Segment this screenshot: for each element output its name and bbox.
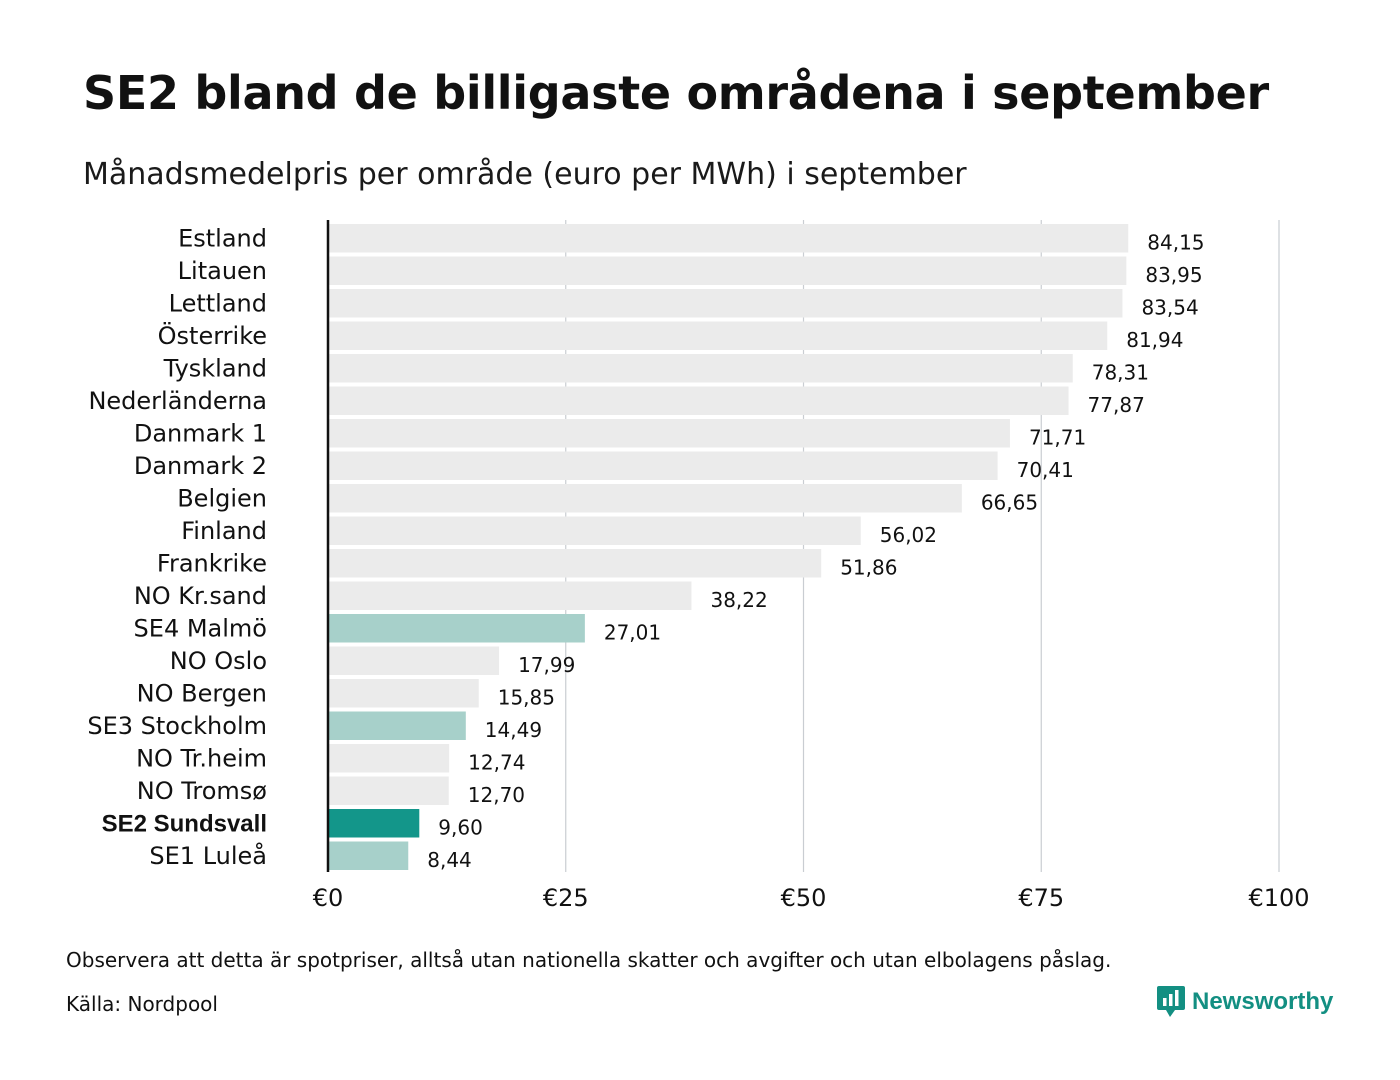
category-label: NO Kr.sand: [134, 582, 267, 610]
category-label: Nederländerna: [88, 387, 267, 415]
value-label: 83,54: [1141, 295, 1198, 319]
x-tick-label: €25: [543, 884, 589, 912]
category-label: SE4 Malmö: [134, 614, 267, 642]
value-label: 77,87: [1088, 393, 1145, 417]
bar: [328, 679, 479, 708]
category-label: Österrike: [158, 321, 267, 350]
value-label: 9,60: [438, 815, 483, 839]
category-label: NO Oslo: [170, 647, 267, 675]
x-tick-label: €75: [1018, 884, 1064, 912]
value-label: 27,01: [604, 620, 661, 644]
chart-subtitle: Månadsmedelpris per område (euro per MWh…: [83, 157, 967, 192]
category-label: SE2 Sundsvall: [102, 810, 267, 837]
value-label: 14,49: [485, 718, 542, 742]
bar: [328, 711, 466, 740]
category-label: Tyskland: [163, 354, 267, 382]
bar: [328, 549, 822, 578]
bar: [328, 354, 1073, 383]
x-tick-label: €50: [781, 884, 827, 912]
category-label: NO Tromsø: [137, 777, 267, 805]
source-note: Källa: Nordpool: [66, 992, 218, 1016]
brand-name: Newsworthy: [1192, 988, 1334, 1015]
value-label: 83,95: [1145, 263, 1202, 287]
value-label: 8,44: [427, 848, 472, 872]
category-label: Finland: [181, 517, 267, 545]
value-label: 15,85: [498, 685, 555, 709]
value-label: 84,15: [1147, 230, 1204, 254]
category-label: Belgien: [177, 484, 267, 512]
value-label: 81,94: [1126, 328, 1183, 352]
value-label: 38,22: [710, 588, 767, 612]
footnote: Observera att detta är spotpriser, allts…: [66, 948, 1112, 972]
bar: [328, 841, 409, 870]
chart-title: SE2 bland de billigaste områdena i septe…: [83, 66, 1269, 120]
brand-logo: Newsworthy: [1156, 984, 1333, 1020]
bar: [328, 419, 1010, 448]
category-label: Danmark 2: [134, 452, 267, 480]
bar: [328, 776, 449, 805]
value-label: 12,70: [468, 783, 525, 807]
category-label: Frankrike: [157, 549, 267, 577]
category-label: SE1 Luleå: [149, 841, 267, 870]
x-axis-ticks: €0 €25 €50 €75 €100: [313, 220, 1310, 912]
value-label: 70,41: [1017, 458, 1074, 482]
bar: [328, 256, 1127, 285]
bar: [328, 809, 420, 838]
category-label: Estland: [178, 224, 267, 252]
value-label: 17,99: [518, 653, 575, 677]
value-label: 78,31: [1092, 360, 1149, 384]
category-label: SE3 Stockholm: [87, 712, 267, 740]
bar: [328, 516, 861, 545]
category-label: NO Bergen: [137, 679, 267, 707]
value-label: 51,86: [840, 555, 897, 579]
labels: Estland 84,15 Litauen 83,95 Lettland 83,54 Öst…: [87, 224, 1204, 872]
bars: [328, 224, 1129, 870]
bar: [328, 484, 962, 513]
bar: [328, 744, 450, 773]
bar: [328, 646, 500, 675]
bar-chart: Estland 84,15 Litauen 83,95 Lettland 83,54 Öst…: [87, 220, 1310, 912]
x-tick-label: €100: [1248, 884, 1309, 912]
x-tick-label: €0: [313, 884, 344, 912]
bar: [328, 321, 1108, 350]
value-label: 12,74: [468, 750, 525, 774]
category-label: Litauen: [178, 257, 267, 285]
category-label: Danmark 1: [134, 419, 267, 447]
bar: [328, 386, 1069, 415]
bar-chart-badge-icon: [1157, 986, 1185, 1017]
bar: [328, 451, 998, 480]
value-label: 66,65: [981, 490, 1038, 514]
bar: [328, 581, 692, 610]
value-label: 56,02: [880, 523, 937, 547]
bar: [328, 289, 1123, 318]
bar: [328, 614, 585, 643]
value-label: 71,71: [1029, 425, 1086, 449]
category-label: NO Tr.heim: [136, 744, 267, 772]
bar: [328, 224, 1129, 253]
category-label: Lettland: [169, 289, 267, 317]
